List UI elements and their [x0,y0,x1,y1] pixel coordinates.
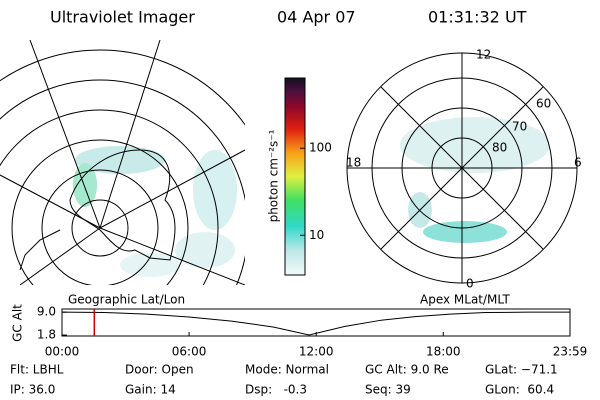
coastline [69,149,176,261]
aurora [73,146,237,277]
colorbar-tick-label: 10 [309,228,324,242]
date: 04 Apr 07 [277,8,356,27]
status-field: Flt: LBHL [10,363,64,377]
time: 01:31:32 UT [428,8,527,27]
lat-label: 60 [536,97,551,111]
x-tick-label: 23:59 [553,345,588,359]
mlt-label: 6 [574,156,582,170]
mlt-label: 0 [466,277,474,291]
y-tick-label: 9.0 [37,305,56,319]
colorbar-label: photon cm⁻²s⁻¹ [267,129,281,222]
title: Ultraviolet Imager [50,8,195,27]
status-field: Door: Open [125,363,194,377]
y-axis-label: GC Alt [11,304,25,342]
status-field: Gain: 14 [125,383,176,397]
x-tick-label: 18:00 [426,345,461,359]
status-field: Mode: Normal [245,363,329,377]
polar-plot: 12 0 18 6 60 70 80 [346,48,582,291]
peninsula [19,229,61,271]
plot-frame [61,308,571,337]
map-label: Apex MLat/MLT [420,293,510,307]
status-field: GLon: 60.4 [485,383,554,397]
status-field: Dsp: -0.3 [245,383,307,397]
colorbar-tick-label: 100 [309,141,332,155]
colorbar [284,77,306,276]
x-tick-label: 12:00 [299,345,334,359]
status-field: Seq: 39 [365,383,411,397]
mlt-label: 18 [346,156,361,170]
status-field: IP: 36.0 [10,383,55,397]
aurora [400,117,550,243]
status-field: GC Alt: 9.0 Re [365,363,449,377]
x-tick-label: 06:00 [172,345,207,359]
lat-label: 80 [492,141,507,155]
mlt-label: 12 [476,48,491,62]
geo-map [0,40,245,285]
altitude-line [61,311,570,336]
x-tick-label: 00:00 [45,345,80,359]
y-tick-label: 1.8 [37,328,56,342]
map-label: Geographic Lat/Lon [68,293,185,307]
graticule [0,40,245,285]
status-field: GLat: −71.1 [485,363,558,377]
lat-label: 70 [512,120,527,134]
